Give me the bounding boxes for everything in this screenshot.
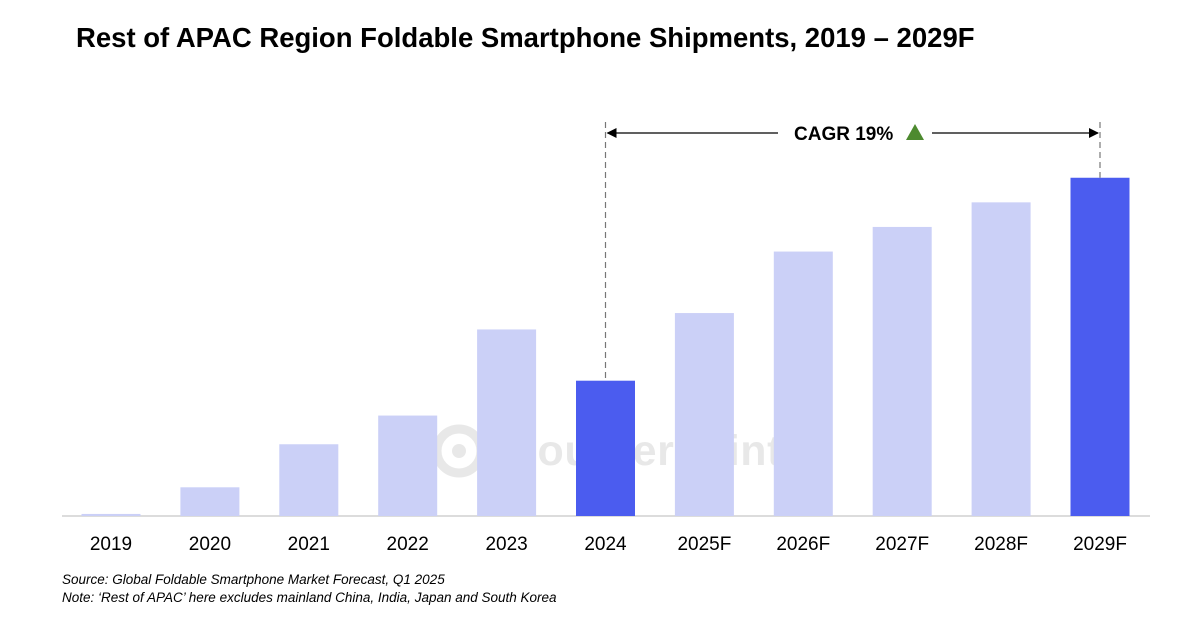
bar-2020	[180, 487, 240, 516]
tick-labels-group: 2019 2020 2021 2022 2023 2024 2025F 2026F 2027F 2…	[90, 534, 1127, 555]
bar-2021	[279, 444, 339, 516]
bar-2024	[576, 380, 635, 516]
tick-label-2023: 2023	[485, 534, 527, 555]
tick-label-2019: 2019	[90, 534, 132, 555]
chart-title: Rest of APAC Region Foldable Smartphone …	[76, 22, 975, 53]
bar-2028f	[971, 202, 1031, 516]
tick-label-2022: 2022	[387, 534, 429, 555]
tick-label-2027f: 2027F	[875, 534, 929, 555]
bar-2025f	[674, 313, 734, 516]
note-line: Note: ‘Rest of APAC’ here excludes mainl…	[62, 590, 557, 605]
tick-label-2020: 2020	[189, 534, 231, 555]
tick-label-2024: 2024	[584, 534, 627, 555]
tick-label-2026f: 2026F	[776, 534, 830, 555]
bar-2022	[378, 415, 438, 516]
source-notes: Source: Global Foldable Smartphone Marke…	[62, 571, 557, 607]
arrow-right-icon	[1089, 128, 1099, 138]
bar-2026f	[773, 251, 833, 517]
bar-2019	[81, 513, 141, 516]
bar-2029f	[1070, 177, 1130, 516]
tick-label-2029f: 2029F	[1073, 534, 1127, 555]
bar-2023	[477, 329, 537, 516]
bar-2027f	[872, 226, 932, 516]
cagr-annotation: CAGR 19%	[604, 122, 1101, 381]
bars-group	[81, 177, 1130, 517]
source-line: Source: Global Foldable Smartphone Marke…	[62, 572, 445, 587]
tick-label-2028f: 2028F	[974, 534, 1028, 555]
arrow-left-icon	[606, 128, 617, 138]
tick-label-2025f: 2025F	[677, 534, 731, 555]
cagr-label: CAGR 19%	[794, 124, 893, 145]
tick-label-2021: 2021	[288, 534, 330, 555]
up-triangle-icon	[906, 124, 924, 140]
